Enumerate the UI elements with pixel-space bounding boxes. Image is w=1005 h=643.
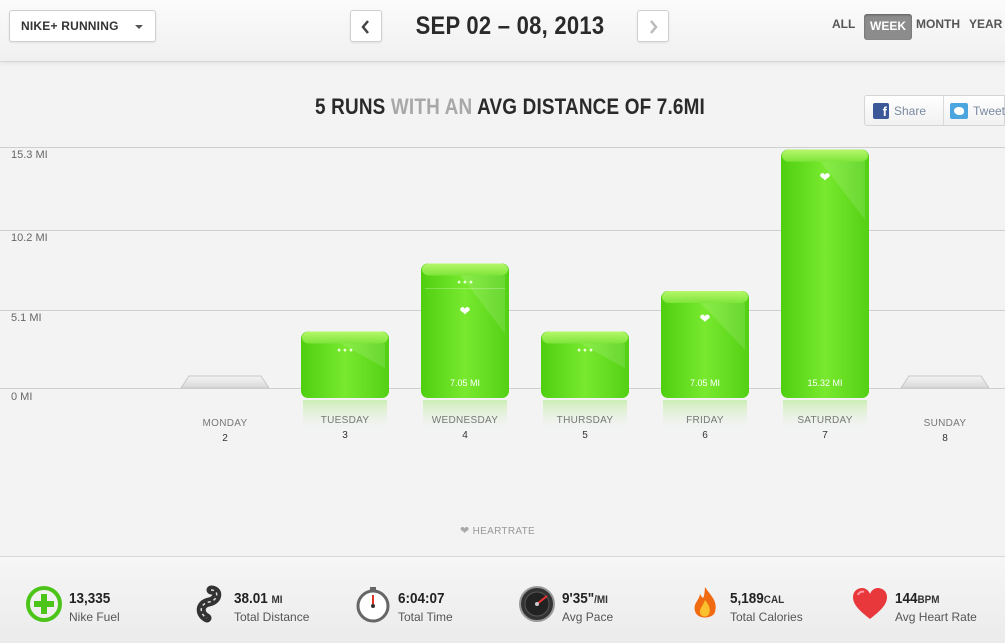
bar-top-highlight [662,291,748,304]
stat-value: 9'35"/MI [562,590,608,607]
share-buttons: f Share Tweet [864,95,1005,126]
bar-wednesday[interactable] [421,263,509,398]
period-week-tab[interactable]: WEEK [864,14,912,40]
previous-week-button[interactable] [350,10,382,42]
stat-label: Total Calories [730,610,803,624]
bar-data-label: 7.05 MI [450,378,480,388]
x-axis-date-label: 6 [702,430,708,441]
heart-icon [853,588,887,619]
app-selector-label: NIKE+ RUNNING [21,19,119,33]
x-axis-day-label: MONDAY [202,418,248,429]
top-toolbar: NIKE+ RUNNING SEP 02 – 08, 2013 ALL WEEK… [0,0,1005,62]
x-axis-day-label: FRIDAY [686,415,724,426]
twitter-tweet-button[interactable]: Tweet [943,96,1005,125]
bar-gloss [460,275,505,334]
heartrate-legend-label: HEARTRATE [472,526,535,537]
empty-day-marker-monday [180,375,270,389]
bar-tuesday[interactable] [301,331,389,398]
chevron-right-icon [650,20,658,34]
y-tick-label: 15.3 MI [11,149,48,161]
facebook-icon: f [873,102,889,119]
heartrate-legend: ❤ HEARTRATE [460,524,535,537]
more-dots-icon[interactable]: ••• [576,346,594,357]
stat-label: Nike Fuel [69,610,120,624]
x-axis-day-label: SUNDAY [923,418,967,429]
stats-bar: 13,335 Nike Fuel 38.01 MI Total Distance… [0,556,1005,643]
bar-top-highlight [542,331,628,344]
empty-day-marker-sunday [900,375,990,389]
period-all-tab[interactable]: ALL [832,17,856,31]
stat-label: Avg Pace [562,610,614,624]
period-year-tab[interactable]: YEAR [969,17,1003,31]
x-axis-day-label: WEDNESDAY [431,415,499,426]
x-axis-date-label: 7 [822,430,828,441]
heartrate-icon: ❤ [700,312,711,327]
bar-friday[interactable] [661,291,749,398]
headline-connector: WITH AN [390,94,473,119]
road-icon [196,585,222,623]
stat-label: Avg Heart Rate [895,610,977,624]
x-axis-day-label: SATURDAY [797,415,853,426]
x-axis-date-label: 8 [942,433,948,444]
more-dots-icon[interactable]: ••• [336,346,354,357]
bar-top-highlight [782,149,868,162]
headline-average: AVG DISTANCE OF 7.6MI [477,94,705,119]
bar-top-highlight [302,331,388,344]
y-tick-label: 5.1 MI [11,312,42,324]
stat-value: 13,335 [69,590,111,607]
bar-data-label: 7.05 MI [690,378,720,388]
more-dots-icon[interactable]: ••• [456,277,474,288]
heartrate-icon: ❤ [460,304,471,319]
x-axis-date-label: 3 [342,430,348,441]
bar-reflection-friday [663,400,747,434]
stat-value: 5,189CAL [730,590,785,607]
x-axis-date-label: 2 [222,433,228,444]
x-axis-day-label: TUESDAY [320,415,370,426]
stopwatch-icon [356,587,390,623]
speedometer-icon [519,586,555,622]
stat-value: 6:04:07 [398,590,445,607]
bar-reflection-thursday [543,400,627,434]
headline-runs: 5 RUNS [315,94,386,119]
twitter-icon [950,102,968,119]
twitter-tweet-label: Tweet [973,103,1005,118]
period-month-tab[interactable]: MONTH [916,17,960,31]
chevron-down-icon [135,25,143,29]
fuel-icon [26,586,62,622]
bar-top-highlight [422,263,508,276]
stat-value: 38.01 MI [234,590,283,607]
stat-value: 144BPM [895,590,940,607]
bar-gloss [580,343,625,369]
date-range-title: SEP 02 – 08, 2013 [415,12,605,40]
bar-reflection-wednesday [423,400,507,434]
bar-reflection-saturday [783,400,867,434]
facebook-share-button[interactable]: f Share [873,96,926,125]
stat-label: Total Distance [234,610,310,624]
bar-gloss [700,303,745,350]
facebook-share-label: Share [894,103,927,118]
heartrate-icon: ❤ [820,171,831,186]
chevron-left-icon [361,20,369,34]
summary-headline: 5 RUNS WITH AN AVG DISTANCE OF 7.6MI [286,94,733,120]
gridline-15-3 [0,147,1005,148]
flame-icon [694,587,716,618]
y-tick-label: 0 MI [11,391,33,403]
next-week-button[interactable] [637,10,669,42]
bar-saturday[interactable] [781,149,869,398]
x-axis-day-label: THURSDAY [556,415,614,426]
heart-icon: ❤ [460,525,470,537]
x-axis-date-label: 4 [462,430,468,441]
y-tick-label: 10.2 MI [11,232,48,244]
bar-reflection-tuesday [303,400,387,434]
bar-data-label: 15.32 MI [807,378,842,388]
stat-label: Total Time [398,610,453,624]
x-axis-date-label: 5 [582,430,588,441]
app-selector-dropdown[interactable]: NIKE+ RUNNING [9,10,156,42]
bar-thursday[interactable] [541,331,629,398]
gridline-10-2 [0,230,1005,231]
bar-gloss [820,161,865,220]
bar-gloss [340,343,385,369]
